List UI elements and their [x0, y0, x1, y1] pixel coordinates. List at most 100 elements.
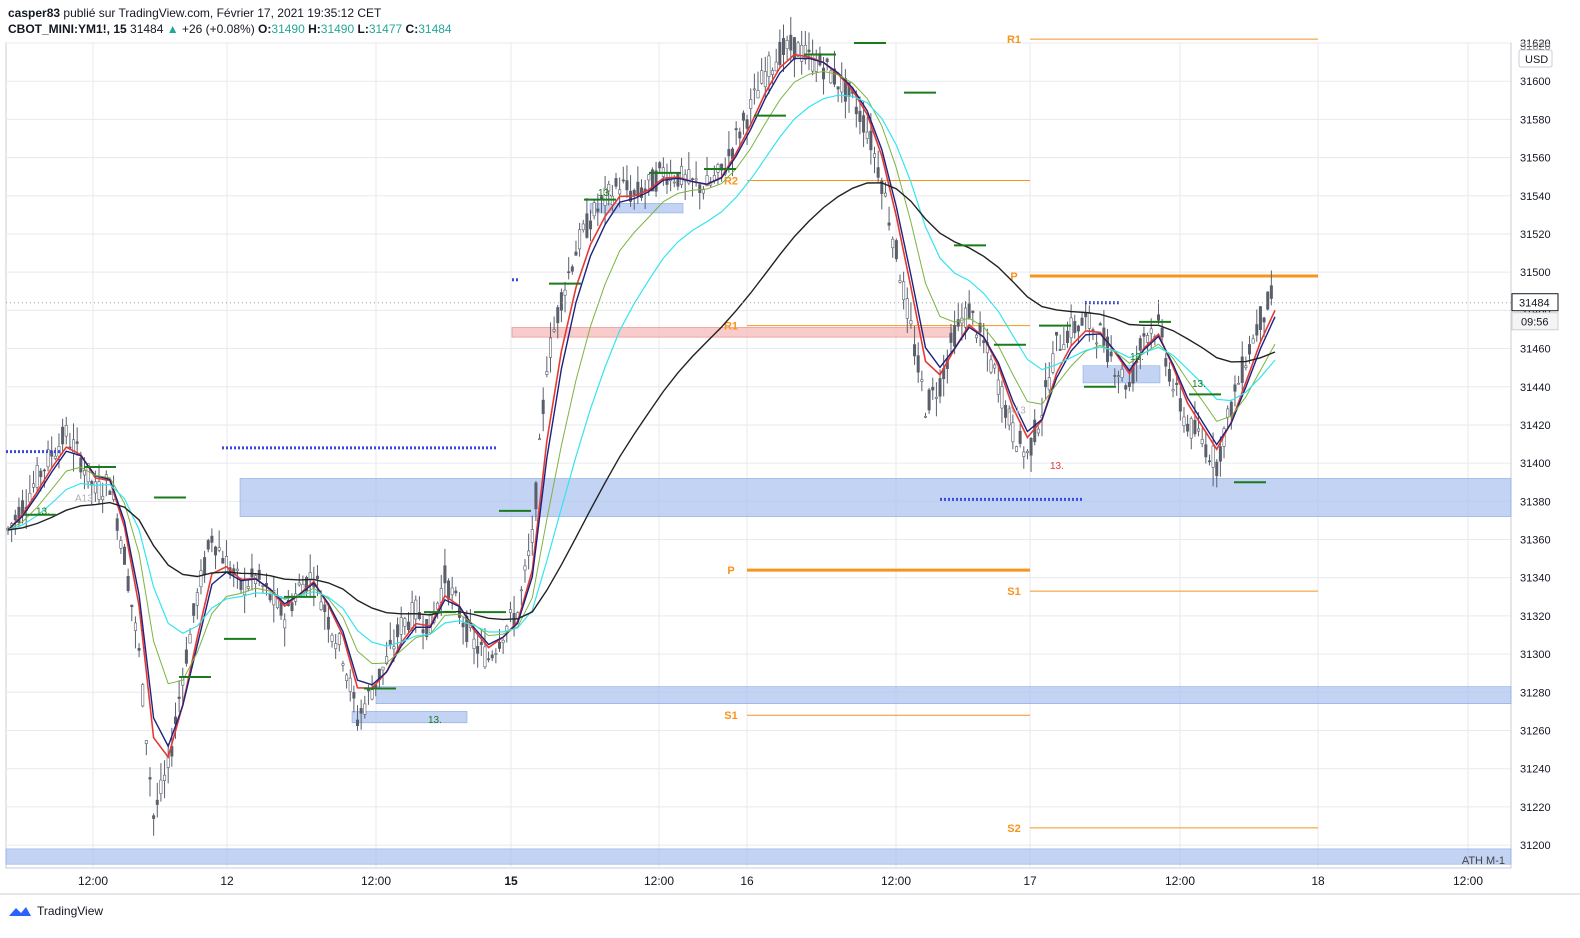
candle-body	[519, 589, 523, 592]
candle-body	[108, 490, 112, 495]
candle-body	[548, 337, 552, 358]
currency-label: USD	[1525, 54, 1548, 66]
candle-body	[283, 619, 287, 629]
candle-body	[734, 128, 738, 131]
candle-body	[246, 586, 250, 589]
candle-body	[177, 696, 181, 699]
candle-body	[738, 131, 742, 139]
price-tag-label: 31484	[1519, 298, 1550, 310]
candle-body	[1069, 317, 1073, 339]
pivot-level-label: R2	[724, 176, 738, 188]
candle-body	[1127, 382, 1131, 387]
candle-body	[42, 469, 46, 472]
candle-body	[1193, 419, 1197, 435]
candle-body	[1229, 401, 1233, 417]
top-tick-label: 31620	[1520, 41, 1551, 53]
close-label: C:	[405, 22, 419, 36]
candle-body	[949, 332, 953, 343]
x-tick-label: 12	[220, 874, 234, 888]
x-tick-label: 12:00	[1165, 874, 1195, 888]
candle-body	[559, 292, 563, 311]
candle-body	[720, 163, 724, 171]
candle-body	[603, 187, 607, 206]
candle-body	[563, 289, 567, 296]
candle-body	[406, 621, 410, 631]
signal-marker: 13.	[1192, 379, 1206, 390]
close-value: 31484	[418, 22, 452, 36]
candle-body	[530, 529, 534, 543]
candle-body	[636, 181, 640, 197]
candle-body	[264, 583, 268, 586]
low-value: 31477	[368, 22, 403, 36]
candle-body	[898, 280, 902, 283]
candle-body	[814, 59, 818, 72]
candle-body	[396, 624, 400, 638]
candle-body	[672, 181, 676, 184]
candle-body	[647, 174, 651, 181]
candle-body	[541, 399, 545, 414]
supply-demand-zone	[5, 848, 1512, 865]
candle-body	[417, 612, 421, 619]
candle-body	[905, 298, 909, 319]
candle-body	[822, 67, 826, 80]
candle-body	[1186, 423, 1190, 432]
candle-body	[1207, 460, 1211, 463]
candle-body	[290, 602, 294, 612]
candle-body	[618, 189, 622, 195]
candle-body	[778, 41, 782, 65]
y-tick-label: 31600	[1520, 76, 1551, 88]
candle-body	[931, 386, 935, 391]
candle-body	[1018, 430, 1022, 444]
signal-marker: 13.	[598, 188, 612, 199]
candle-body	[767, 55, 771, 77]
candle-body	[450, 587, 454, 596]
candle-body	[148, 777, 152, 780]
candle-body	[741, 112, 745, 121]
candle-body	[1149, 328, 1153, 334]
candle-body	[1087, 312, 1091, 329]
candle-body	[341, 663, 345, 666]
up-arrow-icon: ▲	[166, 22, 179, 36]
candle-body	[1051, 353, 1055, 373]
tradingview-brand[interactable]: TradingView	[8, 904, 103, 918]
candle-body	[974, 334, 978, 339]
candle-body	[880, 180, 884, 194]
supply-demand-zone	[375, 686, 1512, 705]
candle-body	[752, 88, 756, 91]
candle-body	[996, 379, 1000, 395]
candle-body	[421, 629, 425, 634]
candle-body	[399, 617, 403, 635]
symbol-name[interactable]: CBOT_MINI:YM1!, 15	[8, 22, 127, 36]
candle-body	[1058, 349, 1062, 351]
candle-body	[556, 307, 560, 324]
candle-body	[687, 169, 691, 184]
candle-body	[370, 689, 374, 700]
candle-body	[1120, 368, 1124, 378]
candle-body	[126, 576, 130, 591]
candle-body	[887, 222, 891, 226]
author-name[interactable]: casper83	[8, 6, 61, 20]
candle-body	[119, 540, 123, 549]
supply-demand-zone	[351, 711, 468, 724]
symbol-legend: CBOT_MINI:YM1!, 15 31484 ▲ +26 (+0.08%) …	[8, 22, 452, 36]
candle-body	[195, 592, 199, 606]
candle-body	[756, 90, 760, 99]
candle-body	[771, 70, 775, 75]
candle-body	[1218, 446, 1222, 462]
candle-body	[173, 716, 177, 725]
pivot-level-label: S1	[724, 710, 737, 722]
candle-body	[79, 457, 83, 473]
candle-body	[494, 653, 498, 655]
candle-body	[235, 568, 239, 572]
candle-body	[152, 815, 156, 819]
candle-body	[93, 481, 97, 494]
candle-body	[326, 616, 330, 630]
candle-body	[199, 570, 203, 588]
candle-body	[1124, 385, 1128, 390]
candle-body	[315, 575, 319, 579]
supply-demand-zone	[589, 203, 684, 214]
candle-body	[796, 42, 800, 57]
ema-blue-line	[7, 57, 1276, 748]
candle-body	[1004, 404, 1008, 418]
